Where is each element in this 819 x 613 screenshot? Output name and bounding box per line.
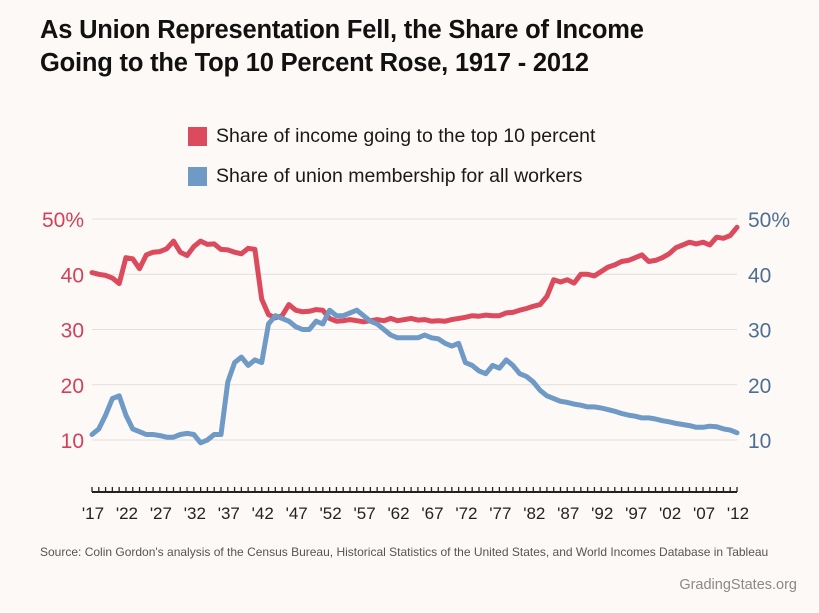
- right-axis-label-10: 10: [748, 430, 771, 453]
- chart-title-line-2: Going to the Top 10 Percent Rose, 1917 -…: [40, 49, 589, 77]
- chart-title: As Union Representation Fell, the Share …: [40, 14, 800, 80]
- x-tick-label-1947: '47: [286, 504, 308, 523]
- x-tick-label-1992: '92: [591, 504, 613, 523]
- x-tick-label-1927: '27: [150, 504, 172, 523]
- left-axis-label-10: 10: [61, 430, 84, 453]
- x-tick-label-1972: '72: [455, 504, 477, 523]
- x-tick-label-1922: '22: [116, 504, 138, 523]
- x-tick-label-1982: '82: [523, 504, 545, 523]
- right-axis-label-50: 50%: [748, 209, 790, 232]
- credit-label: GradingStates.org: [679, 577, 797, 593]
- left-axis-label-30: 30: [61, 320, 84, 343]
- legend-label-union: Share of union membership for all worker…: [216, 164, 583, 187]
- x-tick-label-2007: '07: [693, 504, 715, 523]
- x-tick-label-1917: '17: [82, 504, 104, 523]
- legend-swatch-income: [188, 126, 207, 146]
- x-tick-label-2002: '02: [659, 504, 681, 523]
- x-tick-label-1987: '87: [557, 504, 579, 523]
- x-tick-label-2012: '12: [727, 504, 749, 523]
- x-tick-label-1967: '67: [421, 504, 443, 523]
- legend-item-union: Share of union membership for all worker…: [188, 163, 595, 189]
- left-axis-label-50: 50%: [42, 209, 84, 232]
- x-tick-label-1997: '97: [625, 504, 647, 523]
- x-tick-label-1952: '52: [320, 504, 342, 523]
- legend-label-income: Share of income going to the top 10 perc…: [216, 124, 596, 147]
- legend-item-income: Share of income going to the top 10 perc…: [188, 123, 595, 149]
- series-line-income: [89, 224, 740, 325]
- chart-title-line-1: As Union Representation Fell, the Share …: [40, 16, 644, 44]
- x-tick-label-1942: '42: [252, 504, 274, 523]
- legend-swatch-union: [188, 166, 207, 186]
- line-chart: 10 10 20 20 30 30 40 40 50% 50% '17 '22 '27 '32 '37 '42…: [42, 209, 790, 523]
- series-line-union: [89, 307, 740, 446]
- right-axis-label-30: 30: [748, 320, 771, 343]
- right-axis-label-40: 40: [748, 264, 771, 287]
- right-axis-label-20: 20: [748, 375, 771, 398]
- left-axis-label-20: 20: [61, 375, 84, 398]
- x-tick-label-1932: '32: [184, 504, 206, 523]
- x-tick-label-1937: '37: [218, 504, 240, 523]
- x-tick-label-1957: '57: [354, 504, 376, 523]
- left-axis-label-40: 40: [61, 264, 84, 287]
- legend: Share of income going to the top 10 perc…: [188, 123, 595, 203]
- x-tick-label-1962: '62: [387, 504, 409, 523]
- source-note: Source: Colin Gordon's analysis of the C…: [40, 545, 769, 559]
- x-tick-label-1977: '77: [489, 504, 511, 523]
